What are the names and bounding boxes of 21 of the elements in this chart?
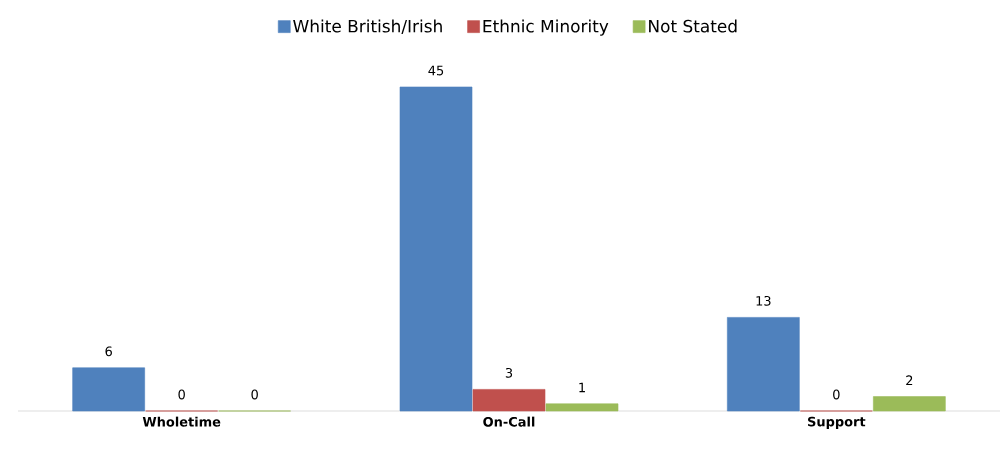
x-tick-label: Wholetime	[142, 416, 221, 427]
legend-label: Not Stated	[649, 19, 737, 33]
data-label: 13	[756, 295, 771, 306]
data-label: 0	[833, 389, 840, 400]
data-label: 3	[505, 367, 513, 378]
data-label: 1	[579, 382, 585, 393]
data-label: 2	[906, 375, 913, 385]
data-label: 6	[105, 346, 112, 357]
data-label: 0	[251, 389, 258, 400]
data-label: 0	[178, 389, 185, 400]
bar	[545, 403, 619, 412]
bar	[727, 317, 800, 412]
bar	[873, 396, 946, 412]
legend-label: Ethnic Minority	[483, 19, 609, 36]
bar	[472, 389, 546, 412]
bar	[399, 86, 473, 412]
x-tick-label: On-Call	[483, 416, 535, 427]
legend-label: White British/Irish	[293, 19, 442, 34]
data-label: 45	[428, 65, 444, 76]
x-tick-label: Support	[808, 416, 866, 429]
bar	[72, 367, 145, 412]
